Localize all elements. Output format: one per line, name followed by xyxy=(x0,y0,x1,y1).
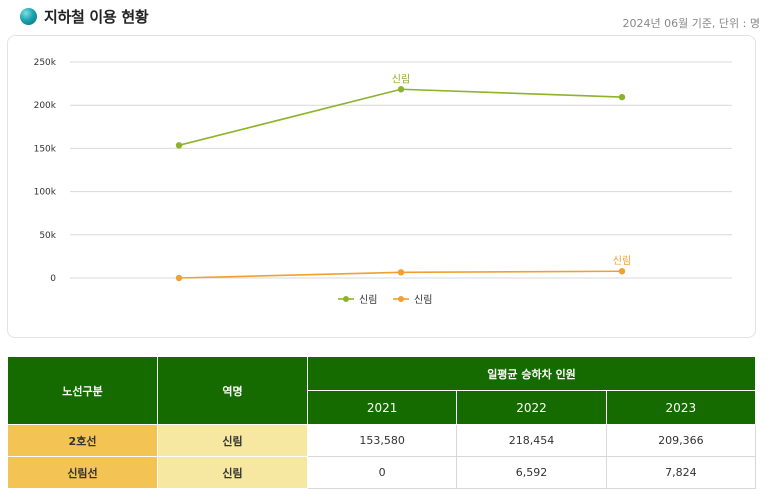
data-point[interactable] xyxy=(397,86,405,93)
cell-station: 신림 xyxy=(157,456,308,489)
legend-entry[interactable]: 신림 xyxy=(359,294,377,306)
y-tick-label: 250k xyxy=(34,58,57,68)
usage-table: 노선구분 역명 일평균 승하차 인원 2021 2022 2023 2호선 신림… xyxy=(7,356,757,489)
header-station: 역명 xyxy=(157,356,308,425)
legend-entry[interactable]: 신림 xyxy=(414,294,432,306)
data-point[interactable] xyxy=(618,268,626,275)
data-point[interactable] xyxy=(397,269,405,276)
legend-marker-dot xyxy=(343,296,349,302)
cell-station: 신림 xyxy=(157,424,308,457)
table-row: 신림선 신림 0 6,592 7,824 xyxy=(7,456,757,489)
cell-value: 153,580 xyxy=(306,424,458,457)
y-tick-label: 0 xyxy=(50,274,56,284)
data-point[interactable] xyxy=(175,274,183,282)
header-year: 2022 xyxy=(456,390,607,425)
y-tick-label: 150k xyxy=(34,144,57,154)
cell-value: 0 xyxy=(306,456,458,489)
data-label: 신림 xyxy=(392,73,410,85)
header-year: 2023 xyxy=(605,390,757,425)
cell-line: 2호선 xyxy=(7,424,158,457)
data-label: 신림 xyxy=(613,255,631,267)
data-point[interactable] xyxy=(175,142,183,149)
cell-value: 218,454 xyxy=(456,424,607,457)
cell-value: 209,366 xyxy=(605,424,757,457)
header-line: 노선구분 xyxy=(7,356,158,425)
header-daily-riders: 일평균 승하차 인원 xyxy=(307,356,756,391)
y-tick-label: 100k xyxy=(34,188,57,198)
table-row: 2호선 신림 153,580 218,454 209,366 xyxy=(7,424,757,457)
cell-value: 7,824 xyxy=(605,456,757,489)
data-basis-note: 2024년 06월 기준, 단위 : 명 xyxy=(622,17,760,30)
bullet-ball-icon xyxy=(20,8,37,25)
y-tick-label: 50k xyxy=(39,231,56,241)
y-tick-label: 200k xyxy=(34,101,57,111)
page-title: 지하철 이용 현황 xyxy=(44,8,149,26)
header-year: 2021 xyxy=(306,390,458,425)
cell-value: 6,592 xyxy=(456,456,607,489)
cell-line: 신림선 xyxy=(7,456,158,489)
section-header: 지하철 이용 현황 2024년 06월 기준, 단위 : 명 xyxy=(20,6,760,30)
chart-panel: 0 50k 100k 150k 200k 250k 신림 신림 신림 신림 xyxy=(7,35,756,338)
legend-marker-dot xyxy=(398,296,404,302)
data-point[interactable] xyxy=(618,93,626,101)
series-line xyxy=(178,88,623,147)
